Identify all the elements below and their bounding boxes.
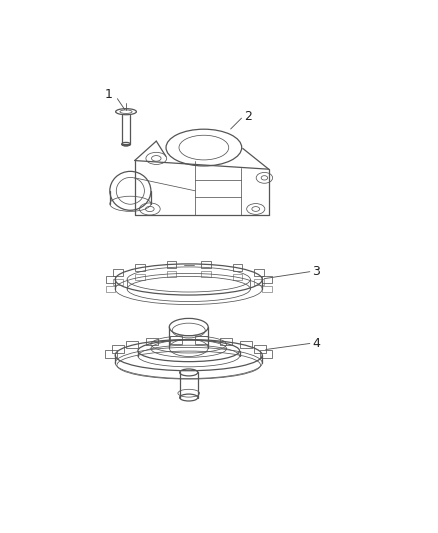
Bar xyxy=(260,350,272,358)
Bar xyxy=(113,279,123,286)
Bar xyxy=(113,270,123,276)
Bar xyxy=(201,261,211,268)
Bar xyxy=(254,345,266,353)
Bar xyxy=(254,270,264,276)
Bar xyxy=(135,264,145,271)
Text: 2: 2 xyxy=(244,109,252,123)
Bar xyxy=(146,337,158,345)
Bar xyxy=(254,279,264,286)
Bar xyxy=(201,271,211,277)
Bar xyxy=(170,336,182,344)
Bar xyxy=(240,341,252,349)
Text: 1: 1 xyxy=(105,88,113,101)
Bar xyxy=(106,286,115,292)
Bar xyxy=(106,276,115,282)
Bar xyxy=(166,271,176,277)
Text: 3: 3 xyxy=(312,265,320,278)
Bar xyxy=(233,273,242,280)
Bar xyxy=(233,264,242,271)
Bar xyxy=(219,337,232,345)
Bar xyxy=(195,336,208,344)
Text: 4: 4 xyxy=(312,337,320,350)
Bar xyxy=(126,341,138,349)
Bar xyxy=(105,350,117,358)
Bar xyxy=(262,286,272,292)
Bar xyxy=(262,276,272,282)
Bar xyxy=(112,345,124,353)
Bar xyxy=(135,273,145,280)
Bar xyxy=(166,261,176,268)
